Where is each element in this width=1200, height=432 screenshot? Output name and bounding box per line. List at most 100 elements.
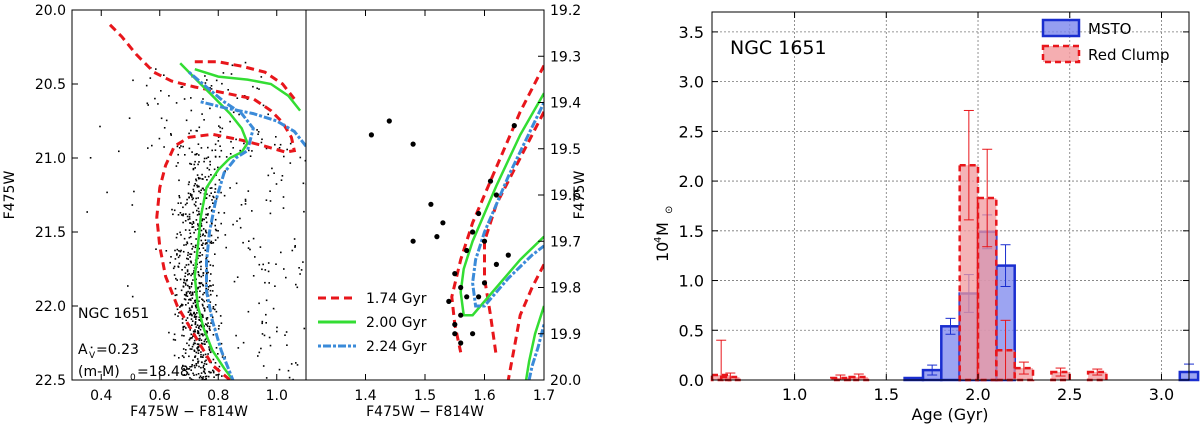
star-point bbox=[165, 119, 168, 122]
star-point bbox=[147, 104, 149, 106]
star-point bbox=[249, 248, 251, 251]
star-point bbox=[193, 203, 196, 206]
star-point bbox=[147, 147, 149, 149]
star-point bbox=[183, 368, 186, 371]
star-point bbox=[198, 376, 201, 379]
star-point bbox=[181, 86, 184, 88]
legend-swatch bbox=[1041, 18, 1081, 38]
star-point bbox=[209, 206, 211, 208]
star-point bbox=[182, 348, 185, 350]
star-point bbox=[204, 235, 206, 237]
star-point bbox=[205, 382, 207, 384]
star-point bbox=[193, 364, 196, 367]
star-point bbox=[188, 344, 190, 347]
star-point bbox=[197, 332, 200, 335]
star-point bbox=[200, 372, 203, 374]
star-point bbox=[210, 187, 213, 189]
star-point bbox=[197, 273, 200, 276]
star-point bbox=[209, 329, 211, 331]
star-point bbox=[183, 278, 185, 281]
star-point bbox=[428, 201, 434, 207]
star-point bbox=[199, 328, 202, 331]
star-point bbox=[198, 391, 200, 393]
star-point bbox=[205, 341, 208, 343]
star-point bbox=[194, 356, 196, 358]
cmd-zoom-ticks: 1.4 1.5 1.6 1.7 19.2 19.3 19.4 19.5 19.6 19.7 19.8… bbox=[354, 3, 581, 404]
star-point bbox=[177, 266, 180, 268]
star-point bbox=[165, 250, 168, 252]
star-point bbox=[464, 247, 470, 254]
star-point bbox=[229, 120, 231, 123]
cmd-full-ticks: 0.4 0.6 0.8 1.0 20.0 20.5 21.0 21.5 22.0 22.5 bbox=[35, 3, 288, 404]
histogram-y-tick-label: 0.5 bbox=[679, 321, 704, 340]
star-point bbox=[187, 284, 189, 287]
star-point bbox=[487, 178, 494, 184]
star-point bbox=[191, 385, 193, 387]
star-point bbox=[188, 298, 190, 301]
star-point bbox=[178, 179, 180, 182]
star-point bbox=[193, 184, 196, 187]
star-point bbox=[214, 188, 217, 190]
star-point bbox=[182, 364, 184, 367]
star-point bbox=[440, 220, 446, 226]
star-point bbox=[267, 174, 270, 177]
star-point bbox=[193, 349, 196, 352]
star-point bbox=[262, 104, 265, 107]
cmd-full-x-tick-label: 1.0 bbox=[266, 388, 288, 404]
star-point bbox=[214, 191, 216, 193]
star-point bbox=[198, 296, 201, 299]
star-point bbox=[211, 222, 213, 225]
star-point bbox=[185, 291, 188, 294]
star-point bbox=[190, 274, 192, 277]
star-point bbox=[210, 361, 212, 364]
star-point bbox=[197, 143, 200, 145]
star-point bbox=[269, 200, 272, 202]
star-point bbox=[221, 82, 223, 85]
star-point bbox=[158, 137, 161, 140]
star-point bbox=[194, 229, 197, 231]
star-point bbox=[189, 337, 192, 339]
histogram-bars bbox=[710, 109, 1200, 382]
star-point bbox=[196, 343, 199, 345]
star-point bbox=[194, 366, 196, 369]
star-point bbox=[185, 243, 187, 246]
star-point bbox=[191, 297, 194, 299]
star-point bbox=[190, 299, 192, 301]
star-point bbox=[201, 178, 203, 180]
star-point bbox=[201, 334, 204, 336]
star-point bbox=[195, 305, 197, 308]
cmd-zoom-panel: 1.4 1.5 1.6 1.7 19.2 19.3 19.4 19.5 19.6 19.7 19.8… bbox=[305, 3, 588, 420]
star-point bbox=[182, 145, 184, 148]
star-point bbox=[194, 246, 197, 249]
star-point bbox=[258, 263, 261, 266]
star-point bbox=[446, 298, 452, 304]
star-point bbox=[196, 384, 198, 386]
extinction-label: A V =0.23 bbox=[78, 342, 139, 361]
star-point bbox=[203, 307, 205, 309]
star-point bbox=[229, 153, 232, 155]
star-point bbox=[186, 241, 188, 243]
star-point bbox=[193, 231, 195, 234]
star-point bbox=[202, 299, 204, 301]
star-point bbox=[208, 327, 211, 330]
star-point bbox=[214, 253, 216, 255]
star-point bbox=[206, 179, 208, 181]
star-point bbox=[237, 347, 240, 349]
star-point bbox=[193, 163, 196, 166]
star-point bbox=[202, 343, 204, 345]
star-point bbox=[190, 333, 193, 336]
star-point bbox=[180, 249, 182, 252]
star-point bbox=[192, 168, 195, 171]
star-point bbox=[183, 281, 185, 284]
star-point bbox=[184, 352, 187, 354]
star-point bbox=[198, 254, 200, 257]
cmd-zoom-xlabel: F475W − F814W bbox=[366, 404, 484, 420]
star-point bbox=[189, 253, 191, 255]
star-point bbox=[174, 339, 177, 341]
star-point bbox=[187, 311, 190, 313]
star-point bbox=[170, 134, 172, 136]
star-point bbox=[168, 331, 170, 334]
star-point bbox=[187, 218, 189, 221]
star-point bbox=[199, 203, 202, 205]
star-point bbox=[286, 344, 288, 346]
